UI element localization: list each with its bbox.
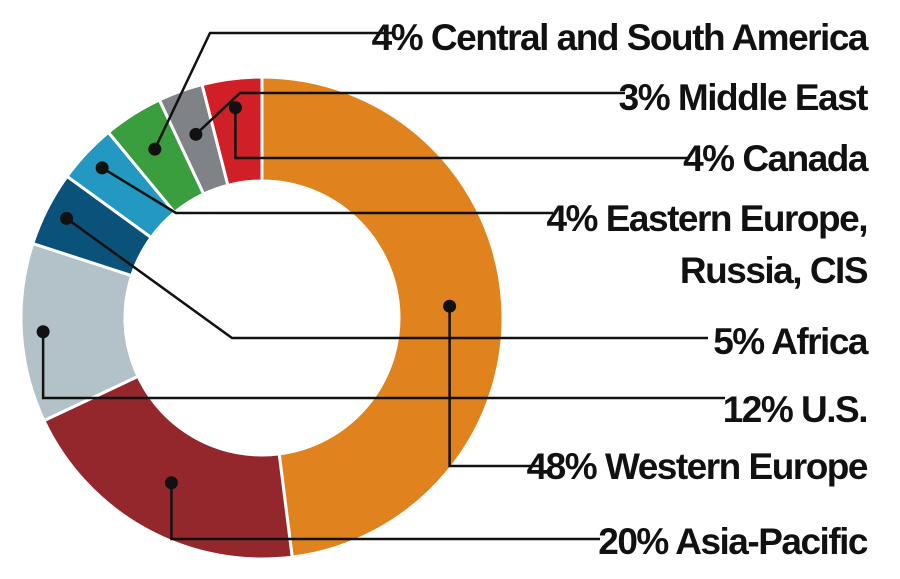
label-middle-east: 3% Middle East — [619, 77, 869, 118]
slice-asia-pacific — [41, 374, 294, 561]
label-africa: 5% Africa — [713, 321, 869, 362]
leader-dot-western-europe — [443, 299, 457, 313]
leader-line-western-europe — [448, 306, 540, 468]
label-central-south-america: 4% Central and South America — [372, 17, 869, 58]
leader-line-asia-pacific — [170, 482, 600, 541]
leader-line-eastern-europe — [101, 166, 553, 215]
label-us: 12% U.S. — [723, 389, 867, 430]
slice-western-europe — [260, 75, 505, 559]
label-asia-pacific: 20% Asia-Pacific — [598, 521, 868, 562]
leader-dot-middle-east — [189, 127, 203, 141]
label-eastern-europe-line-2: Russia, CIS — [680, 250, 868, 291]
leader-dot-us — [36, 325, 50, 339]
leader-dot-asia-pacific — [164, 476, 178, 490]
slices-group — [19, 75, 505, 561]
leader-line-central-south-america — [153, 31, 395, 150]
leader-dot-eastern-europe — [95, 161, 109, 175]
label-eastern-europe-line-1: 4% Eastern Europe, — [546, 198, 867, 239]
label-western-europe: 48% Western Europe — [527, 446, 868, 487]
leader-dot-central-south-america — [148, 142, 162, 156]
leader-line-us — [41, 331, 725, 400]
leader-line-canada — [234, 107, 690, 160]
leader-line-africa — [65, 217, 708, 340]
leader-dot-africa — [60, 211, 74, 225]
leader-line-middle-east — [195, 91, 625, 136]
leader-lines-group — [36, 31, 725, 541]
label-canada: 4% Canada — [683, 138, 869, 179]
leader-dot-canada — [228, 101, 242, 115]
labels-group: 48% Western Europe 20% Asia-Pacific 12% U.… — [372, 17, 871, 562]
